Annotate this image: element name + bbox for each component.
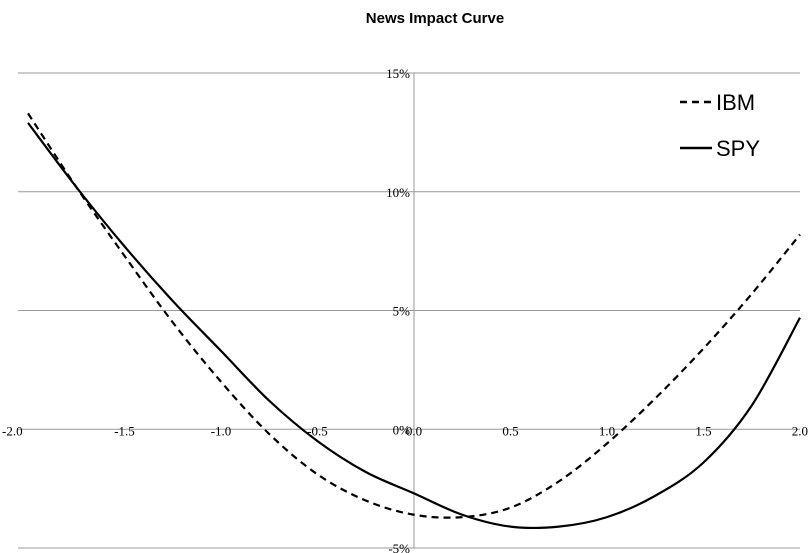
x-tick-label: -1.0 (211, 423, 232, 438)
x-tick-label: 1.0 (599, 423, 615, 438)
legend-label-spy: SPY (716, 136, 760, 161)
y-tick-label: -5% (388, 541, 410, 553)
x-tick-label: -0.5 (307, 423, 328, 438)
grid-lines (18, 72, 800, 549)
y-tick-label: 0% (393, 422, 411, 437)
x-tick-label: -2.0 (2, 423, 23, 438)
x-tick-label: 0.0 (406, 423, 422, 438)
legend-label-ibm: IBM (716, 90, 755, 115)
tick-labels: 15% 10% 5% 0% -5% -2.0 -1.5 -1.0 -0.5 0.0 0.5 1.0 1.… (2, 66, 808, 553)
series-lines (27, 112, 801, 530)
series-line-ibm (27, 112, 801, 519)
x-tick-label: 0.5 (502, 423, 518, 438)
y-tick-label: 15% (386, 66, 410, 81)
y-tick-label: 10% (386, 185, 410, 200)
x-tick-label: 1.5 (695, 423, 711, 438)
x-tick-label: -1.5 (114, 423, 135, 438)
y-tick-label: 5% (393, 304, 411, 319)
series-line-spy (27, 122, 801, 530)
legend: IBM SPY (680, 90, 760, 161)
x-tick-label: 2.0 (792, 423, 808, 438)
chart-title: News Impact Curve (365, 10, 505, 27)
